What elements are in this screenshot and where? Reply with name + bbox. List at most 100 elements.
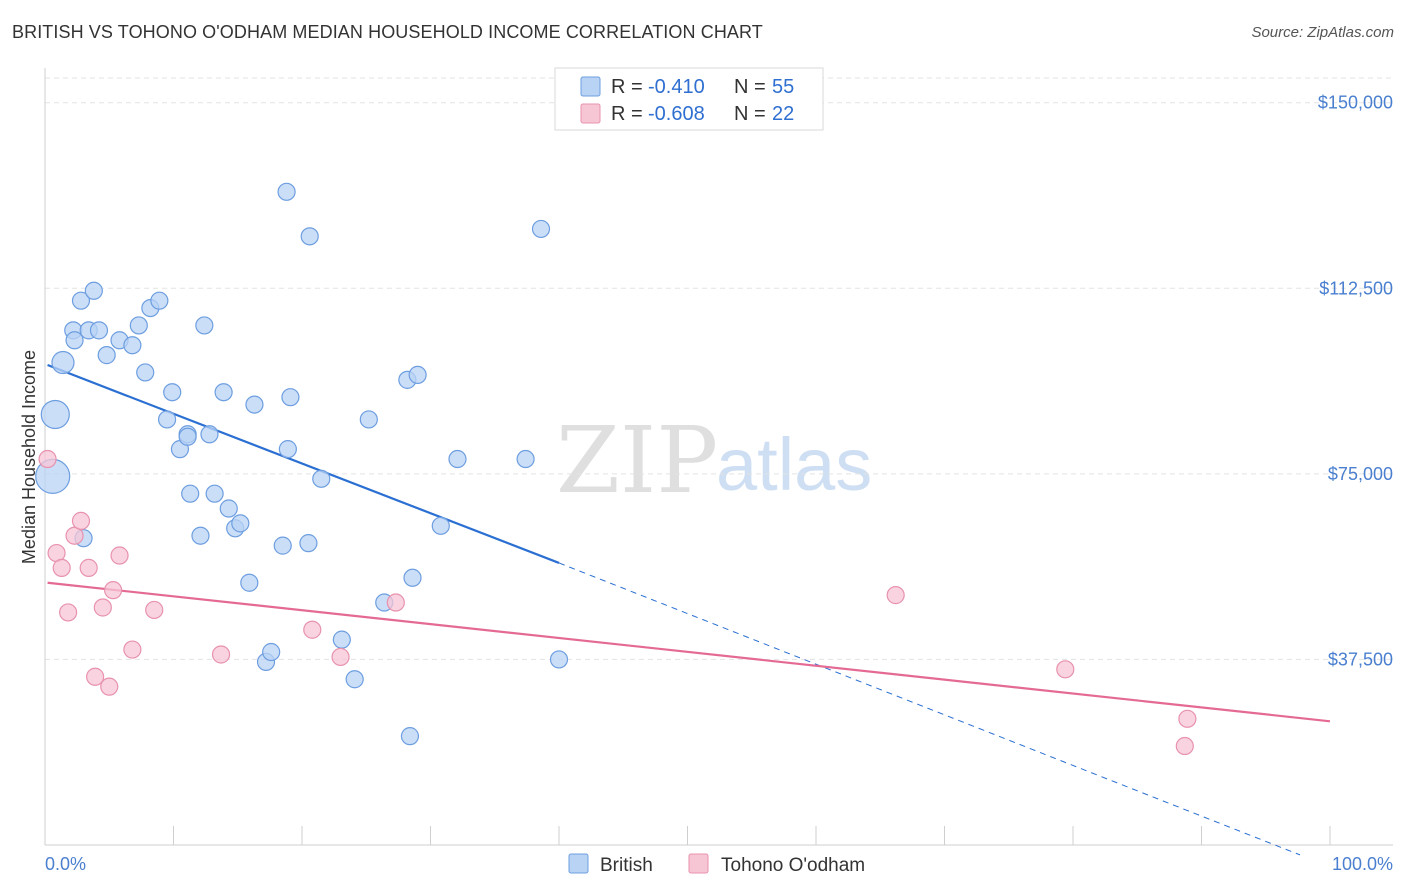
british-point [400, 727, 420, 746]
british-point [277, 182, 296, 201]
british-point [273, 536, 292, 555]
british-point [40, 399, 70, 430]
british-point [136, 363, 155, 382]
tohono-point [386, 593, 405, 612]
tohono-point [1175, 736, 1194, 756]
tohono-point [331, 647, 350, 667]
british-point [299, 534, 318, 553]
y-tick-label: $75,000 [1328, 464, 1393, 484]
tohono-point [1178, 709, 1197, 728]
correlation-legend: R = -0.410 N = 55 R = -0.608 N = 22 [554, 67, 824, 131]
british-point [278, 440, 297, 459]
legend-n-label-1: N = [734, 76, 766, 98]
tohono-point [100, 677, 119, 696]
british-point [214, 383, 233, 402]
tohono-point [71, 511, 91, 530]
tohono-point [303, 620, 322, 639]
british-point [431, 516, 450, 535]
tohono-point [110, 546, 129, 565]
bottom-legend-swatch-tohono [688, 853, 709, 874]
legend-swatch-british [580, 76, 601, 97]
legend-r-value-2: -0.608 [648, 103, 705, 125]
watermark-atlas: atlas [716, 423, 872, 506]
legend-n-value-1: 55 [772, 76, 794, 98]
british-point [531, 219, 551, 239]
british-point [245, 395, 264, 414]
british-point [181, 484, 200, 503]
british-point [448, 449, 467, 469]
british-point [200, 425, 219, 444]
bottom-legend-swatch-british [568, 853, 589, 874]
data-points [35, 182, 1197, 756]
tohono-point [123, 640, 142, 659]
british-point [312, 469, 331, 488]
bottom-legend-tohono: Tohono O'odham [721, 855, 865, 876]
chart-title: BRITISH VS TOHONO O'ODHAM MEDIAN HOUSEHO… [12, 22, 763, 42]
british-point [195, 316, 214, 335]
trend-lines [47, 363, 1331, 856]
x-tick-label-start: 0.0% [45, 854, 86, 874]
british-point [549, 650, 569, 669]
british-trend-line [47, 363, 560, 564]
british-point [51, 350, 75, 375]
british-point [332, 630, 351, 649]
y-tick-labels: $37,500 $75,000 $112,500 $150,000 [1318, 93, 1393, 670]
british-point [71, 291, 91, 310]
y-tick-label: $37,500 [1328, 649, 1393, 669]
british-point [150, 291, 169, 310]
british-point [219, 499, 238, 518]
british-point [345, 670, 364, 689]
british-point [205, 484, 224, 503]
british-point [516, 449, 535, 469]
source-label: Source: ZipAtlas.com [1251, 24, 1394, 41]
tohono-point [211, 645, 231, 664]
british-point [97, 346, 116, 365]
x-tick-label-end: 100.0% [1332, 854, 1393, 874]
bottom-legend-british: British [600, 855, 653, 876]
british-point [191, 526, 210, 545]
tohono-point [145, 600, 164, 620]
legend-r-value-1: -0.410 [648, 76, 705, 98]
grid-lines [45, 77, 1395, 660]
british-point [403, 568, 422, 587]
tohono-point [79, 558, 98, 577]
british-point [129, 316, 148, 335]
british-point [65, 331, 84, 350]
british-point [262, 642, 281, 662]
tohono-point [38, 449, 57, 469]
watermark: ZIP atlas [556, 407, 872, 514]
legend-swatch-tohono [580, 103, 601, 124]
british-point [281, 388, 300, 407]
legend-n-label-2: N = [734, 103, 766, 125]
legend-n-value-2: 22 [772, 103, 794, 125]
legend-r-label-1: R = [611, 76, 643, 98]
british-point [89, 321, 109, 340]
tohono-point [1056, 660, 1075, 679]
legend-r-label-2: R = [611, 103, 643, 125]
y-tick-label: $150,000 [1318, 93, 1393, 113]
british-point [123, 336, 142, 355]
watermark-zip: ZIP [556, 407, 718, 514]
x-tick-labels: 0.0% 100.0% [45, 854, 1393, 874]
y-tick-label: $112,500 [1319, 278, 1393, 298]
british-point [240, 573, 259, 592]
tohono-trend-line [47, 581, 1331, 723]
british-point [231, 514, 250, 533]
series-legend: British Tohono O'odham [568, 853, 865, 876]
tohono-point [886, 586, 905, 605]
tohono-point [93, 598, 112, 617]
british-point [84, 281, 103, 300]
y-axis-label: Median Household Income [19, 350, 39, 564]
tohono-point [104, 581, 123, 600]
british-trend-extension [558, 562, 1301, 856]
british-point [178, 427, 197, 446]
british-point [359, 410, 378, 429]
british-point [300, 227, 319, 246]
tohono-point [86, 667, 105, 686]
british-point [163, 383, 182, 402]
tohono-point [52, 558, 71, 577]
british-point [408, 365, 427, 385]
british-point [157, 410, 177, 429]
tohono-point [59, 603, 78, 622]
